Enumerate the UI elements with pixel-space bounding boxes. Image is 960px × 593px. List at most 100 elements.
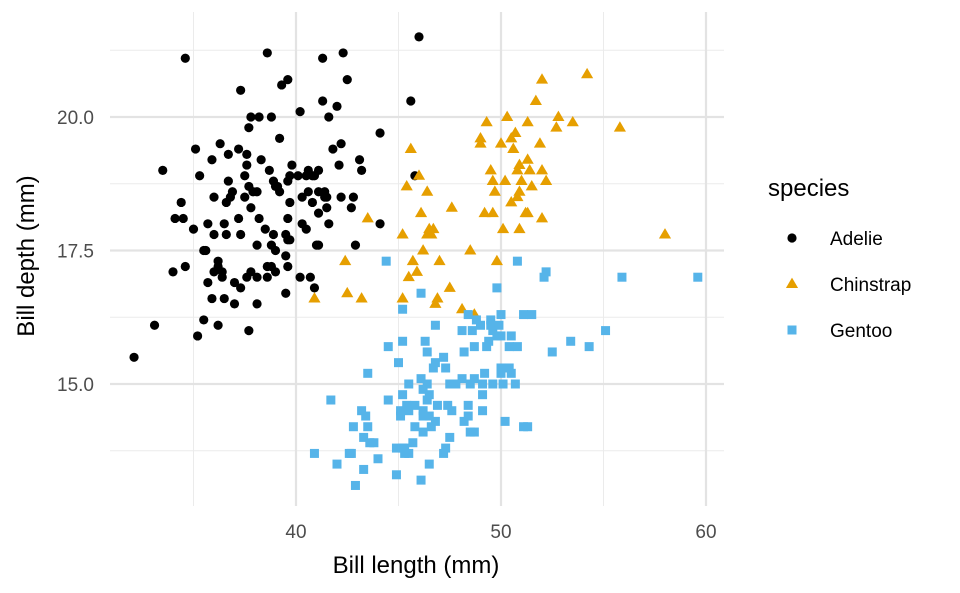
adelie-point: [414, 32, 424, 42]
adelie-point: [209, 192, 219, 202]
adelie-point: [236, 283, 246, 293]
gentoo-point: [383, 342, 393, 352]
adelie-point: [270, 267, 281, 277]
chinstrap-point: [402, 270, 415, 282]
chinstrap-point: [341, 286, 354, 298]
gentoo-point: [463, 400, 473, 410]
adelie-point: [338, 48, 348, 58]
chinstrap-point: [484, 164, 497, 175]
chinstrap-point: [474, 131, 487, 143]
chinstrap-point: [339, 254, 352, 266]
adelie-point: [207, 155, 217, 165]
adelie-point: [240, 171, 250, 181]
gentoo-point: [504, 363, 514, 373]
adelie-point: [336, 192, 346, 202]
x-tick-label: 40: [285, 522, 306, 543]
legend-item-gentoo: Gentoo: [787, 321, 892, 342]
gentoo-point: [617, 272, 627, 282]
gentoo-point: [424, 411, 434, 421]
adelie-point: [129, 352, 139, 362]
gentoo-point: [457, 326, 467, 336]
gentoo-point: [465, 379, 475, 389]
gentoo-point: [416, 374, 426, 384]
gentoo-point: [584, 342, 594, 352]
adelie-point: [295, 272, 305, 282]
gentoo-point: [439, 448, 449, 458]
chinstrap-point: [535, 73, 549, 84]
legend: species Adelie Chinstrap Gentoo: [768, 175, 911, 342]
chinstrap-point: [566, 115, 579, 127]
adelie-point: [307, 197, 317, 208]
adelie-point: [297, 192, 307, 202]
gentoo-point: [496, 331, 506, 341]
adelie-point: [242, 149, 252, 159]
adelie-point: [328, 144, 338, 154]
gentoo-point: [478, 379, 488, 389]
chinstrap-point: [474, 137, 487, 148]
gentoo-point: [422, 347, 432, 357]
chinstrap-point: [552, 110, 565, 121]
chinstrap-point: [519, 206, 532, 218]
gentoo-point: [391, 443, 401, 453]
adelie-point: [190, 144, 201, 154]
gentoo-point: [398, 390, 408, 400]
x-tick-label: 50: [490, 522, 511, 543]
legend-label-adelie: Adelie: [830, 229, 883, 250]
adelie-point: [246, 267, 256, 277]
grid-lines: [110, 12, 724, 506]
adelie-point: [254, 112, 264, 122]
adelie-point: [324, 112, 334, 122]
gentoo-point: [539, 272, 549, 282]
gentoo-point: [523, 422, 533, 432]
gentoo-point: [381, 256, 391, 266]
adelie-point: [313, 165, 324, 175]
adelie-point: [219, 293, 229, 304]
chinstrap-point: [513, 158, 526, 170]
adelie-point: [217, 267, 227, 277]
adelie-point: [234, 144, 244, 154]
adelie-point: [262, 48, 272, 58]
chinstrap-point: [515, 174, 528, 186]
chinstrap-point: [445, 201, 458, 212]
chinstrap-point: [431, 292, 444, 303]
adelie-point: [336, 139, 346, 149]
y-axis-title: Bill depth (mm): [13, 175, 40, 336]
chinstrap-point: [308, 292, 321, 303]
adelie-point: [283, 261, 293, 272]
y-tick-label: 20.0: [57, 108, 94, 129]
adelie-point: [178, 213, 188, 224]
adelie-point: [188, 224, 199, 234]
chinstrap-point: [513, 222, 526, 234]
chinstrap-point: [505, 131, 518, 143]
gentoo-point: [404, 448, 414, 458]
adelie-point: [268, 229, 279, 240]
gentoo-point: [326, 395, 336, 405]
chinstrap-point: [486, 206, 499, 218]
adelie-point: [223, 176, 233, 186]
adelie-point: [256, 155, 266, 165]
gentoo-point: [363, 422, 373, 432]
chinstrap-point: [396, 228, 409, 239]
gentoo-point: [496, 310, 506, 320]
gentoo-point: [398, 336, 408, 346]
gentoo-point: [566, 336, 576, 346]
gentoo-point: [512, 256, 522, 266]
gentoo-point: [494, 320, 504, 330]
chinstrap-point: [433, 254, 446, 266]
chinstrap-point: [417, 244, 430, 255]
adelie-point: [215, 139, 225, 149]
adelie-point: [293, 171, 303, 181]
adelie-point: [348, 192, 358, 202]
gentoo-point: [422, 379, 432, 389]
gentoo-point: [482, 342, 492, 352]
chinstrap-point: [525, 180, 538, 191]
gentoo-point: [496, 368, 506, 378]
chinstrap-point: [443, 281, 456, 292]
adelie-point: [277, 80, 287, 90]
gentoo-point: [492, 283, 502, 293]
chinstrap-point: [521, 153, 534, 164]
data-points: [129, 32, 703, 490]
adelie-point: [275, 187, 285, 197]
chinstrap-point: [486, 174, 499, 186]
gentoo-point: [469, 342, 479, 352]
